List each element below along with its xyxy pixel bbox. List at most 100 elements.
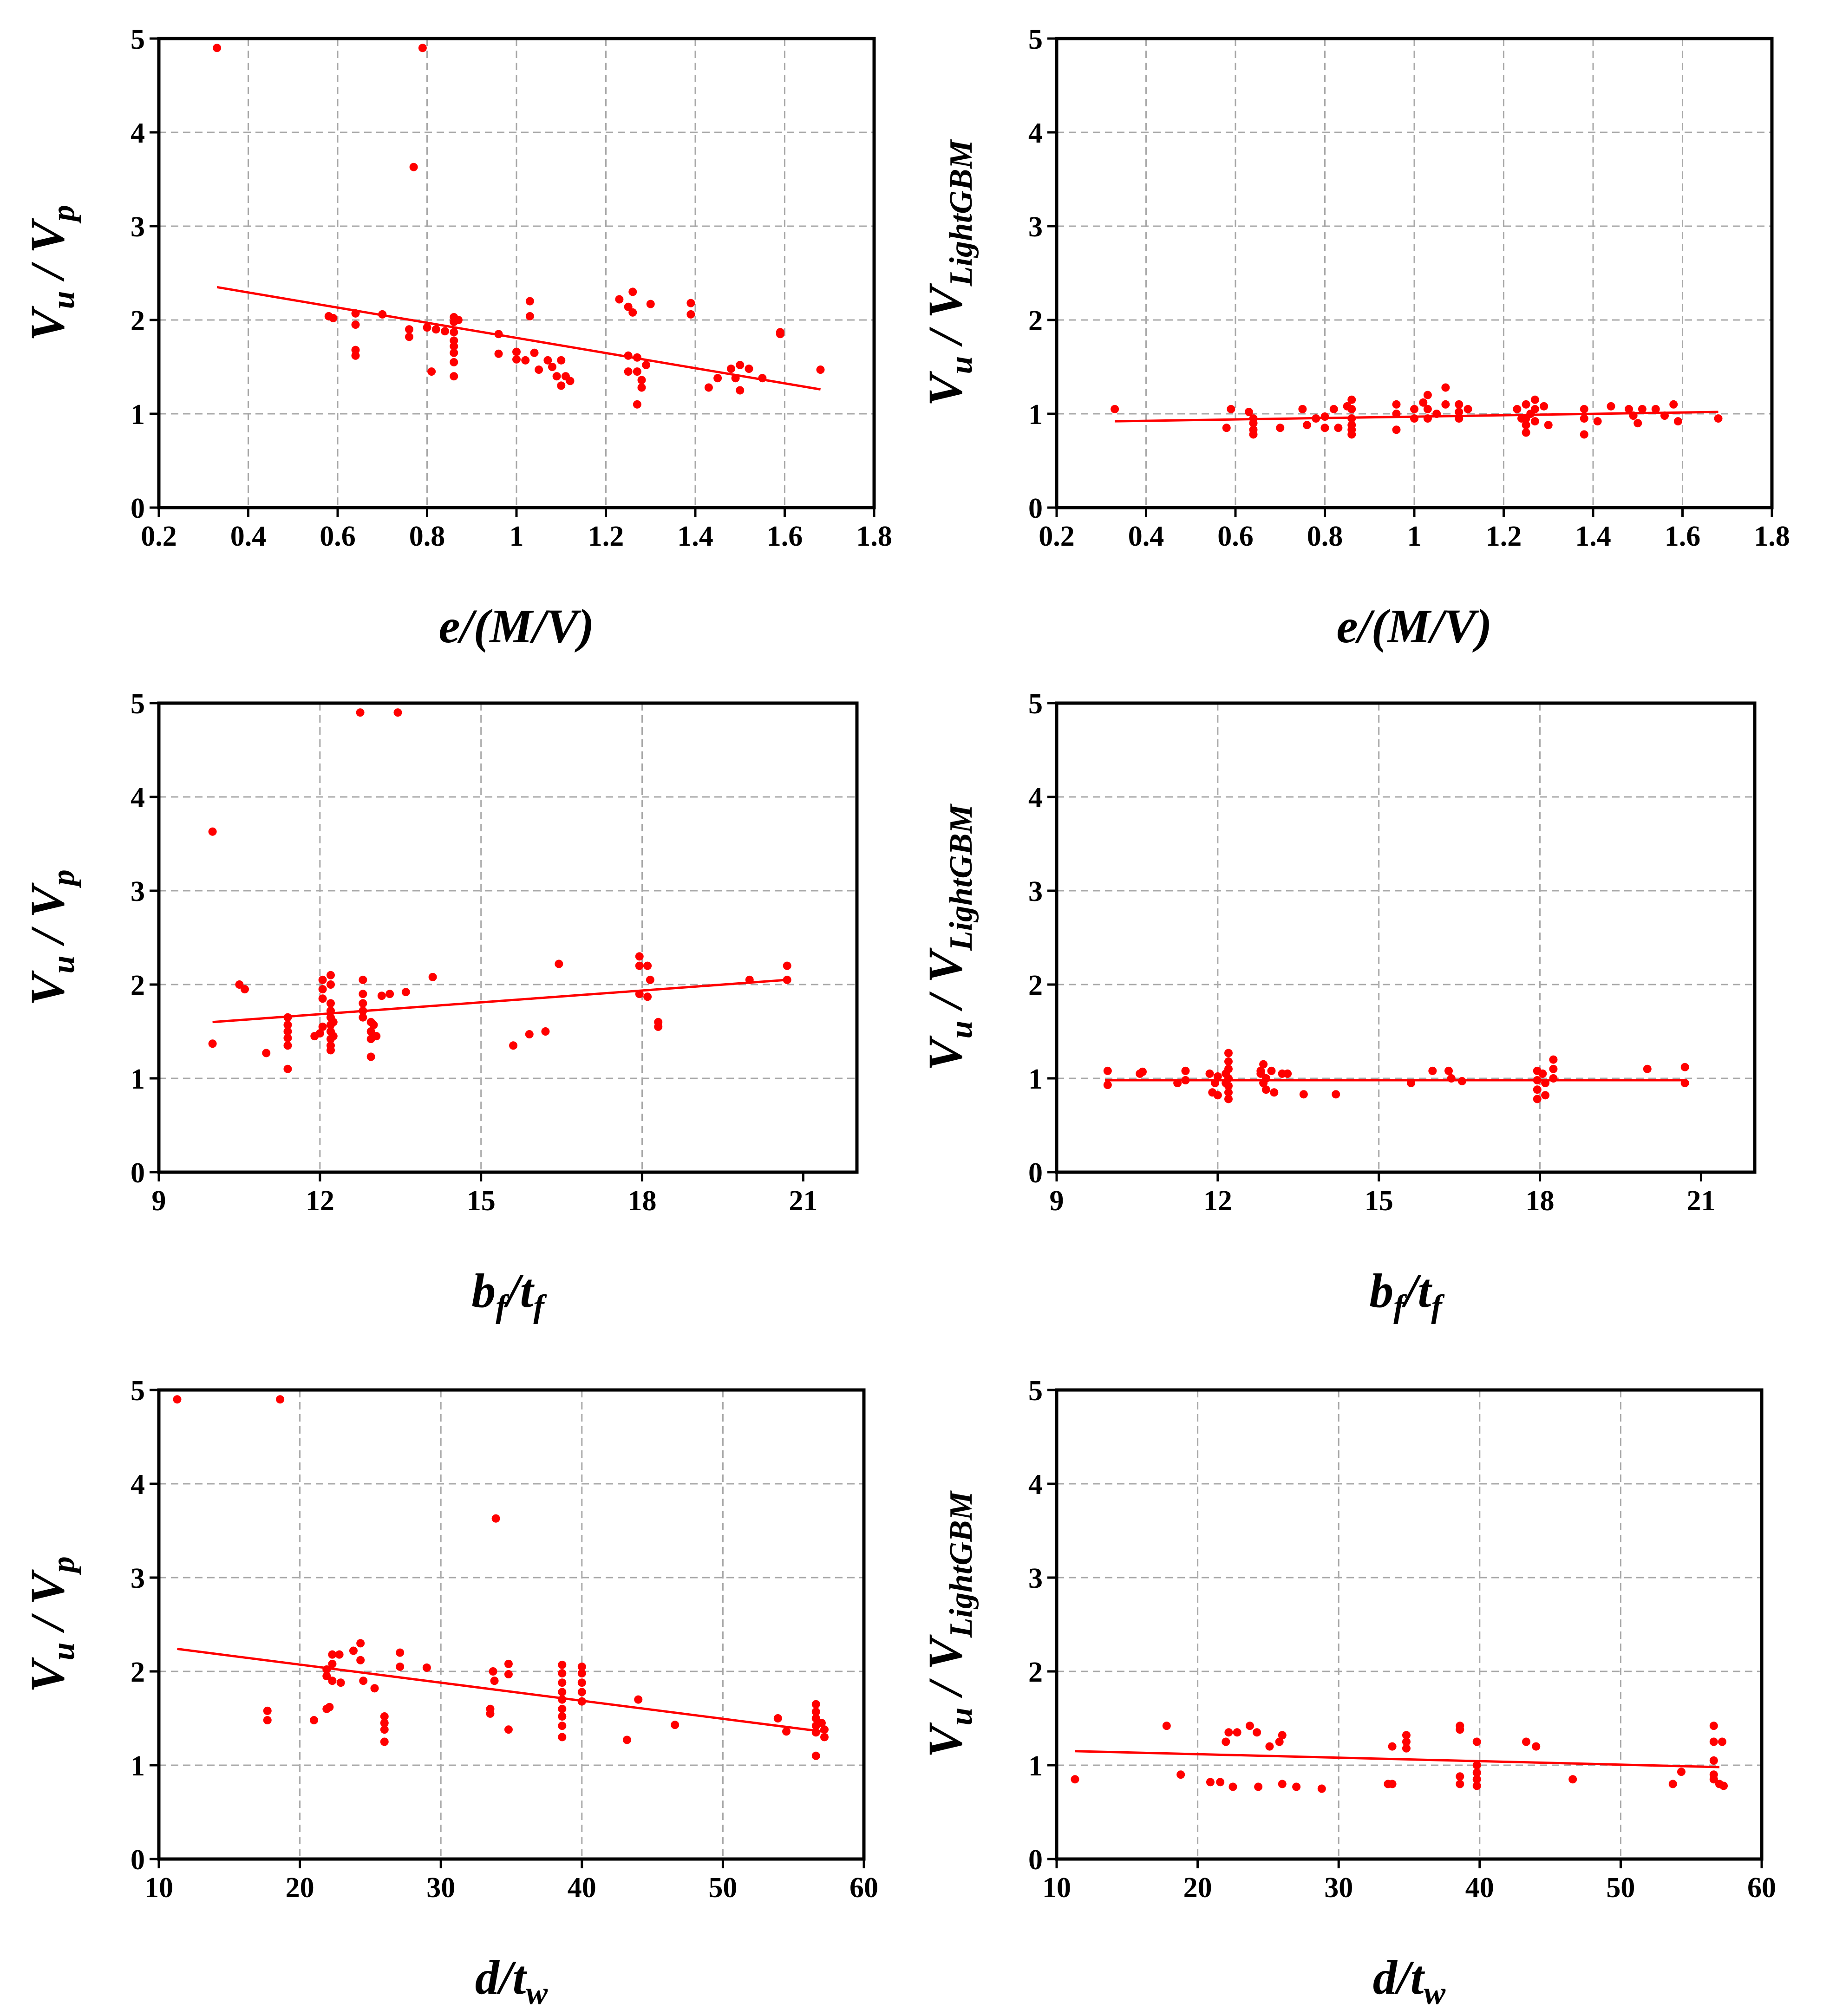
y-tick-label: 4 — [131, 1469, 145, 1501]
data-point — [521, 356, 530, 365]
x-tick-label: 21 — [1686, 1185, 1715, 1217]
data-point — [318, 975, 327, 984]
data-point — [405, 333, 413, 341]
plot-frame — [1055, 701, 1757, 1174]
data-point — [1709, 1775, 1718, 1784]
y-tick-label: 2 — [131, 970, 145, 1001]
data-point — [1244, 407, 1253, 416]
data-point — [372, 1032, 381, 1041]
data-point — [1541, 1079, 1550, 1088]
data-point — [558, 1695, 567, 1704]
y-tick-label: 1 — [131, 399, 145, 431]
y-tick-label: 0 — [1028, 1844, 1043, 1876]
data-point — [366, 1027, 375, 1036]
data-point — [1423, 391, 1432, 399]
data-point — [615, 295, 624, 304]
data-point — [283, 1013, 292, 1022]
x-tick-label: 15 — [1365, 1185, 1393, 1217]
data-point — [418, 44, 427, 52]
x-tick-label: 18 — [1526, 1185, 1555, 1217]
data-point — [1660, 411, 1669, 420]
data-point — [318, 1022, 327, 1031]
y-tick-label: 2 — [131, 305, 145, 337]
data-point — [1173, 1079, 1182, 1088]
data-point — [1312, 414, 1320, 423]
data-point — [624, 302, 633, 311]
data-point — [263, 1706, 272, 1715]
data-point — [1176, 1770, 1185, 1779]
x-tick-label: 1.2 — [588, 521, 624, 552]
data-point — [1522, 400, 1530, 409]
data-point — [1522, 421, 1530, 430]
data-point — [1625, 405, 1633, 413]
data-point — [558, 1669, 567, 1678]
data-point — [1224, 1728, 1233, 1737]
data-point — [577, 1697, 586, 1706]
y-tick-label: 3 — [131, 1563, 145, 1594]
x-tick-label: 18 — [628, 1185, 657, 1217]
data-point — [1205, 1069, 1214, 1078]
data-point — [401, 988, 410, 997]
data-point — [1472, 1775, 1481, 1784]
data-point — [380, 1719, 389, 1728]
y-tick-label: 4 — [1028, 117, 1043, 149]
data-point — [326, 999, 335, 1008]
data-point — [1668, 1780, 1677, 1788]
data-point — [208, 827, 217, 836]
x-tick-label: 1.4 — [1575, 521, 1611, 552]
data-point — [1607, 402, 1615, 411]
x-tick-label: 40 — [568, 1872, 596, 1904]
data-point — [1388, 1742, 1397, 1751]
y-tick-label: 1 — [131, 1063, 145, 1095]
data-point — [1634, 419, 1642, 428]
data-point — [1533, 1095, 1542, 1103]
data-point — [566, 377, 575, 385]
data-point — [773, 1714, 782, 1722]
x-tick-label: 0.4 — [230, 521, 267, 552]
data-point — [1472, 1737, 1481, 1746]
data-point — [326, 971, 335, 979]
plot-frame — [1055, 37, 1774, 509]
y-axis-title: Vu / VLightGBM — [919, 1490, 979, 1757]
data-point — [525, 297, 534, 306]
data-point — [1211, 1079, 1220, 1088]
data-point — [450, 342, 458, 351]
regression-line — [1075, 1750, 1719, 1768]
data-point — [283, 1027, 292, 1036]
data-point — [816, 365, 825, 374]
data-point — [637, 383, 646, 392]
data-point — [1455, 400, 1464, 409]
y-tick-label: 3 — [1028, 876, 1043, 907]
data-point — [1580, 405, 1588, 413]
data-point — [213, 44, 222, 52]
data-point — [1388, 1780, 1397, 1788]
data-point — [370, 1684, 379, 1693]
data-point — [1549, 1064, 1558, 1073]
x-tick-label: 1.6 — [1665, 521, 1701, 552]
x-axis-title: bf/tf — [471, 1264, 547, 1324]
data-point — [1392, 410, 1401, 418]
data-point — [1533, 1076, 1542, 1085]
data-point — [558, 1688, 567, 1696]
x-tick-label: 1 — [1407, 521, 1422, 552]
data-point — [1138, 1067, 1147, 1076]
data-point — [1456, 1780, 1464, 1788]
data-point — [1270, 1088, 1279, 1097]
data-point — [1402, 1744, 1411, 1753]
data-point — [1181, 1076, 1190, 1085]
data-point — [1580, 430, 1588, 439]
data-point — [1472, 1768, 1481, 1777]
data-point — [643, 961, 652, 970]
data-point — [646, 300, 655, 308]
data-point — [541, 1027, 550, 1036]
data-point — [1441, 383, 1450, 392]
data-point — [628, 308, 637, 317]
data-point — [1254, 1782, 1263, 1791]
x-tick-label: 9 — [1050, 1185, 1064, 1217]
data-point — [283, 1020, 292, 1029]
data-point — [1275, 1737, 1284, 1746]
data-point — [1265, 1742, 1274, 1751]
data-point — [646, 975, 654, 984]
data-point — [1530, 417, 1539, 426]
